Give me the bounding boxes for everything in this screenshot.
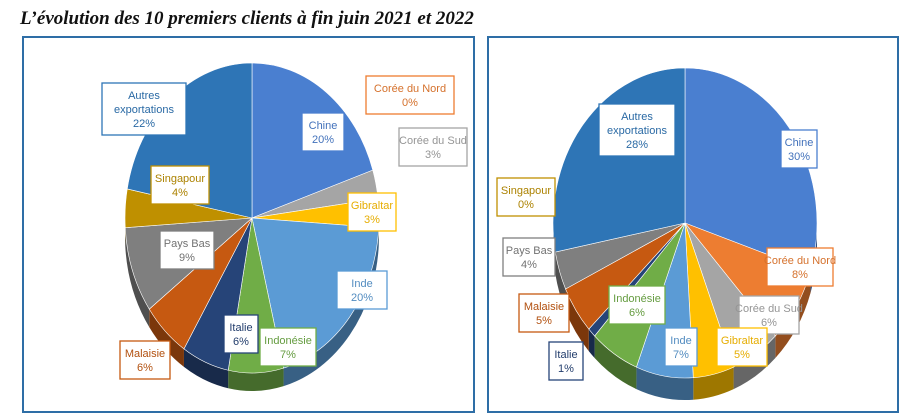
data-label-value: 3% bbox=[364, 214, 380, 226]
slice-side-pays-bas bbox=[125, 227, 150, 328]
pie-slices-2021 bbox=[124, 62, 380, 374]
data-label-value: 1% bbox=[558, 363, 574, 375]
data-label-indonesie: Indonésie 6% bbox=[608, 285, 666, 325]
data-label-name: Indonésie bbox=[264, 335, 312, 347]
data-label-chine: Chine 30% bbox=[780, 129, 818, 169]
data-label-value: 6% bbox=[629, 307, 645, 319]
data-label-value: 28% bbox=[626, 139, 648, 151]
slice-side-gibraltar bbox=[693, 367, 734, 400]
data-label-name: exportations bbox=[114, 104, 174, 116]
data-label-name: Chine bbox=[309, 120, 338, 132]
data-label-name: Singapour bbox=[501, 185, 551, 197]
data-label-value: 3% bbox=[425, 149, 441, 161]
data-label-inde: Inde 7% bbox=[664, 327, 698, 367]
data-label-name: Indonésie bbox=[613, 293, 661, 305]
data-label-value: 20% bbox=[312, 134, 334, 146]
data-label-name: Autres bbox=[128, 90, 160, 102]
data-label-value: 20% bbox=[351, 292, 373, 304]
slice-side-italie bbox=[183, 348, 229, 389]
slice-side-malaisie bbox=[149, 309, 184, 367]
data-label-italie: Italie 6% bbox=[223, 314, 259, 354]
data-label-value: 0% bbox=[518, 199, 534, 211]
data-label-name: Gibraltar bbox=[721, 335, 764, 347]
data-label-name: Singapour bbox=[155, 173, 205, 185]
data-label-indonesie: Indonésie 7% bbox=[259, 327, 317, 367]
data-label-value: 5% bbox=[734, 349, 750, 361]
data-label-value: 9% bbox=[179, 252, 195, 264]
data-label-name: Inde bbox=[351, 278, 372, 290]
data-label-autres-exportations: Autres exportations 28% bbox=[598, 103, 676, 157]
data-label-chine: Chine 20% bbox=[301, 112, 345, 152]
data-label-name: Autres bbox=[621, 111, 653, 123]
data-label-name: Italie bbox=[554, 349, 577, 361]
slice-side-inde bbox=[636, 367, 694, 400]
pie-chart-panel-2021: Chine 20% Corée du Nord 0% Corée du Sud 3% Gib… bbox=[22, 36, 475, 413]
data-label-gibraltar: Gibraltar 3% bbox=[347, 192, 397, 232]
slice-autres-exportations[interactable] bbox=[552, 67, 686, 253]
data-label-name: Corée du Nord bbox=[764, 255, 836, 267]
data-label-value: 4% bbox=[172, 187, 188, 199]
data-label-gibraltar: Gibraltar 5% bbox=[716, 327, 768, 367]
data-label-name: Pays Bas bbox=[506, 245, 553, 257]
pie-chart-panel-2022: Chine 30% Corée du Nord 8% Corée du Sud 6% Gib… bbox=[487, 36, 899, 413]
data-label-name: Gibraltar bbox=[351, 200, 394, 212]
data-label-value: 7% bbox=[673, 349, 689, 361]
slice-side-italie bbox=[588, 329, 595, 358]
data-label-singapour: Singapour 4% bbox=[150, 165, 210, 205]
data-label-name: Corée du Sud bbox=[399, 135, 467, 147]
data-label-value: 4% bbox=[521, 259, 537, 271]
data-label-singapour: Singapour 0% bbox=[496, 177, 556, 217]
page-title: L’évolution des 10 premiers clients à fi… bbox=[20, 8, 474, 29]
data-label-name: Pays Bas bbox=[164, 238, 211, 250]
data-label-malaisie: Malaisie 5% bbox=[518, 293, 570, 333]
slice-side-malaisie bbox=[565, 288, 589, 352]
data-label-value: 6% bbox=[137, 362, 153, 374]
data-label-value: 0% bbox=[402, 97, 418, 109]
data-label-pays-bas: Pays Bas 9% bbox=[159, 230, 215, 270]
slice-side-indonesie bbox=[594, 335, 637, 390]
data-label-value: 5% bbox=[536, 315, 552, 327]
data-label-name: Inde bbox=[670, 335, 691, 347]
data-label-malaisie: Malaisie 6% bbox=[119, 340, 171, 380]
data-label-inde: Inde 20% bbox=[336, 270, 388, 310]
data-label-value: 22% bbox=[133, 118, 155, 130]
data-label-autres-exportations: Autres exportations 22% bbox=[101, 82, 187, 136]
data-label-pays-bas: Pays Bas 4% bbox=[502, 237, 556, 277]
data-label-name: Malaisie bbox=[524, 301, 564, 313]
data-label-value: 30% bbox=[788, 151, 810, 163]
data-label-italie: Italie 1% bbox=[548, 341, 584, 381]
data-label-name: Malaisie bbox=[125, 348, 165, 360]
data-label-coree-du-nord: Corée du Nord 8% bbox=[764, 247, 836, 287]
data-label-name: Italie bbox=[229, 322, 252, 334]
data-label-coree-du-nord: Corée du Nord 0% bbox=[365, 75, 455, 115]
data-label-value: 6% bbox=[761, 317, 777, 329]
data-label-name: exportations bbox=[607, 125, 667, 137]
data-label-coree-du-sud: Corée du Sud 3% bbox=[398, 127, 468, 167]
data-label-name: Corée du Nord bbox=[374, 83, 446, 95]
data-label-name: Corée du Sud bbox=[735, 303, 803, 315]
data-label-value: 7% bbox=[280, 349, 296, 361]
slice-side-indonesie bbox=[228, 368, 284, 391]
data-label-value: 6% bbox=[233, 336, 249, 348]
data-label-name: Chine bbox=[785, 137, 814, 149]
data-label-value: 8% bbox=[792, 269, 808, 281]
